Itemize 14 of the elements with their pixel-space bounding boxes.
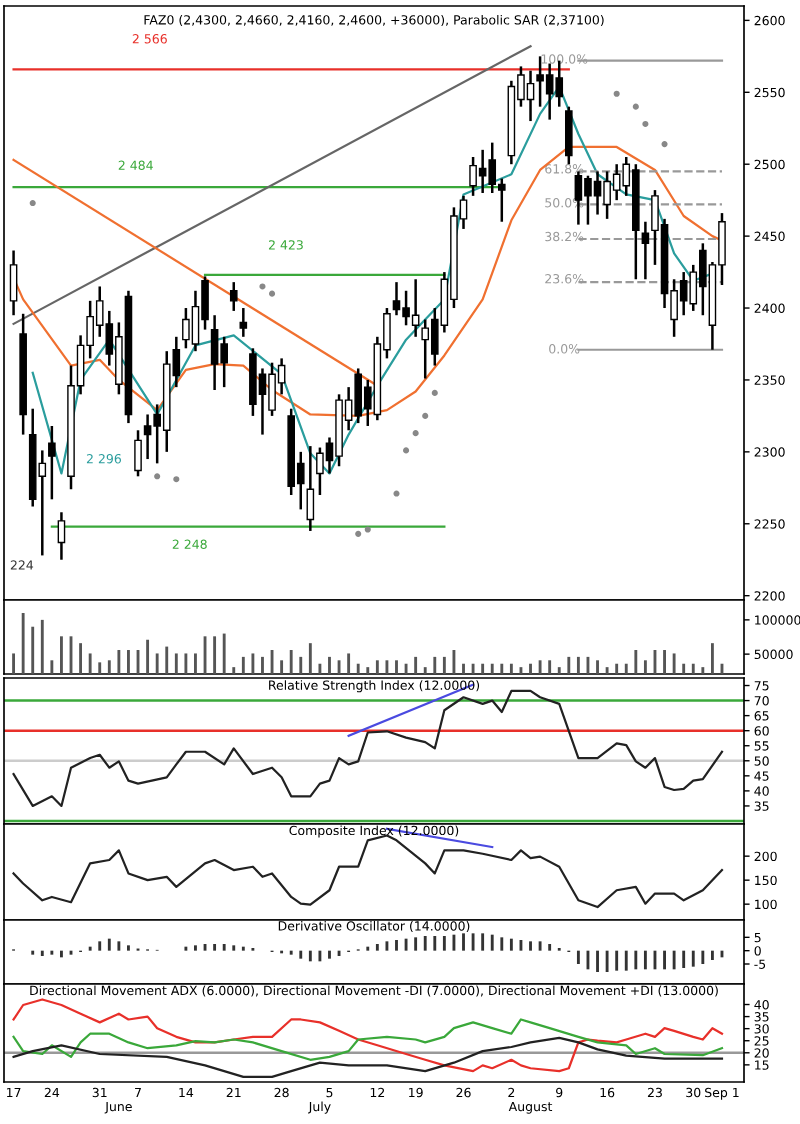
candlestick xyxy=(565,105,573,166)
candlestick xyxy=(134,429,142,478)
candlestick xyxy=(48,424,56,501)
line-series xyxy=(12,998,724,1073)
candlestick xyxy=(641,220,650,281)
candlestick xyxy=(229,280,238,313)
candlestick xyxy=(57,511,66,561)
line-series xyxy=(12,689,724,808)
candlestick xyxy=(9,249,18,317)
line-series xyxy=(12,834,724,909)
line-series xyxy=(12,1036,724,1079)
candlestick xyxy=(239,306,248,339)
candlestick xyxy=(306,444,315,533)
line-series xyxy=(12,1018,724,1061)
